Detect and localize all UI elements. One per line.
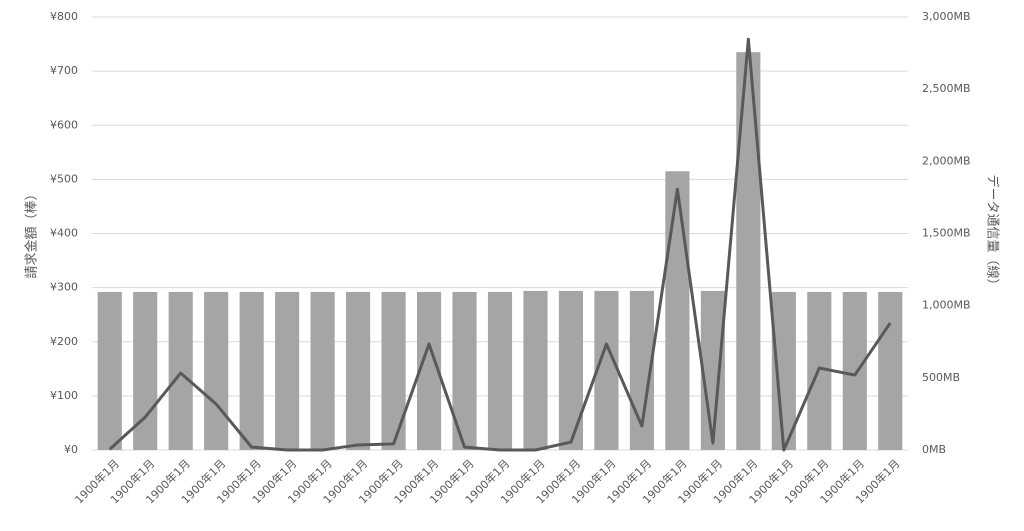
y2-tick-label: 3,000MB (922, 10, 971, 23)
y-tick-label: ¥700 (50, 64, 78, 77)
y-tick-label: ¥300 (50, 281, 78, 294)
bar (878, 291, 903, 450)
bar (275, 291, 300, 450)
y-tick-label: ¥600 (50, 118, 78, 131)
y2-tick-label: 2,500MB (922, 82, 971, 95)
bar (558, 290, 584, 450)
y2-tick-label: 500MB (922, 371, 960, 384)
y2-tick-label: 0MB (922, 443, 946, 456)
y2-axis-title: データ通信量（線） (985, 174, 1001, 291)
y-tick-label: ¥400 (50, 227, 78, 240)
line (108, 37, 892, 452)
bar (700, 290, 725, 450)
y-tick-label: ¥500 (50, 172, 78, 185)
y2-tick-label: 1,000MB (922, 299, 971, 312)
y2-tick-label: 1,500MB (922, 227, 971, 240)
y-tick-label: ¥0 (64, 443, 78, 456)
bar (97, 291, 122, 450)
bar (204, 291, 229, 450)
bar (381, 291, 406, 450)
bar (771, 291, 796, 450)
bar (346, 291, 371, 450)
y-tick-label: ¥800 (50, 10, 78, 23)
y-tick-label: ¥200 (50, 335, 78, 348)
bar (842, 291, 867, 450)
bar (487, 291, 513, 450)
y2-tick-label: 2,000MB (922, 154, 971, 167)
bar (523, 290, 548, 450)
bar (736, 52, 761, 451)
y-axis-title: 請求金額（棒） (24, 187, 40, 278)
bar (239, 291, 264, 450)
bar (168, 291, 193, 450)
y-tick-label: ¥100 (50, 389, 78, 402)
bar (665, 171, 690, 450)
bar (310, 291, 335, 450)
